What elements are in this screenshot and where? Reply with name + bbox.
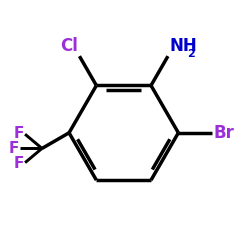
Text: F: F bbox=[8, 141, 18, 156]
Text: Br: Br bbox=[214, 124, 234, 142]
Text: NH: NH bbox=[169, 37, 197, 55]
Text: Cl: Cl bbox=[60, 37, 78, 55]
Text: F: F bbox=[14, 126, 24, 141]
Text: F: F bbox=[14, 156, 24, 171]
Text: 2: 2 bbox=[187, 49, 194, 59]
